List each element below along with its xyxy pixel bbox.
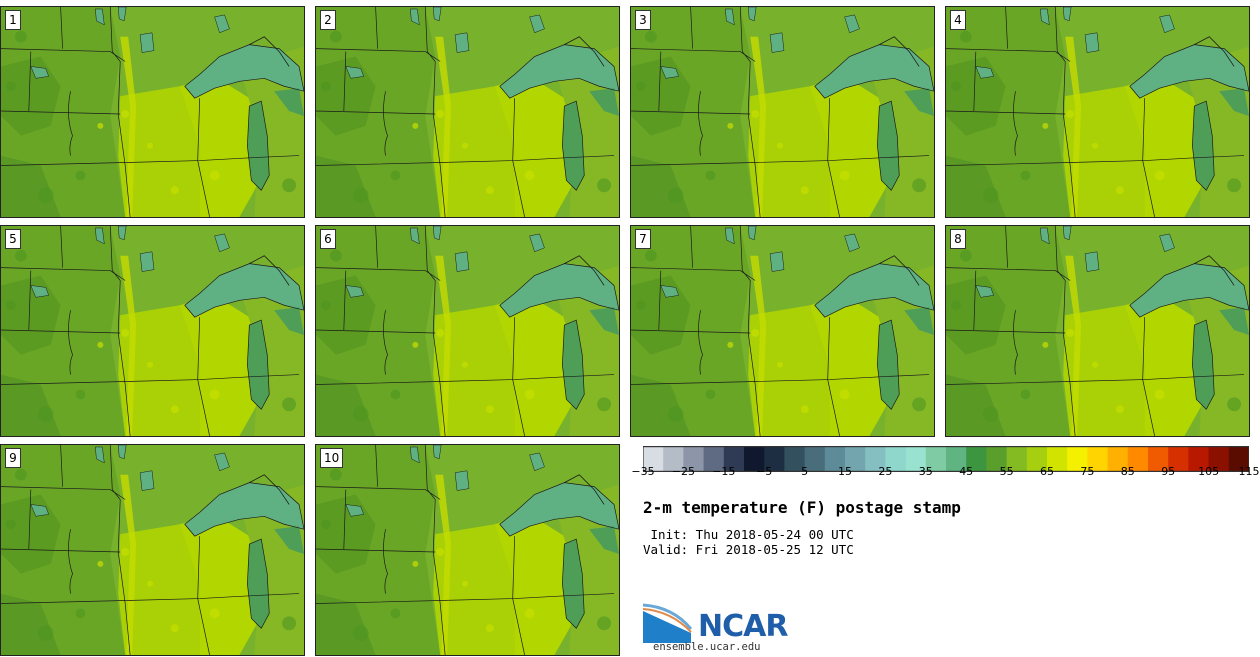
panel-label: 3 bbox=[635, 10, 651, 30]
colorbar-swatch bbox=[643, 446, 664, 472]
colorbar-swatch bbox=[885, 446, 906, 472]
colorbar-tick: 5 bbox=[801, 465, 809, 478]
colorbar-swatch bbox=[804, 446, 826, 472]
map-panel: 10 bbox=[315, 444, 620, 656]
colorbar-tick: 95 bbox=[1161, 465, 1176, 478]
colorbar-swatch bbox=[744, 446, 765, 472]
map-image bbox=[316, 7, 619, 217]
chart-title: 2-m temperature (F) postage stamp bbox=[643, 498, 961, 517]
colorbar-swatch bbox=[784, 446, 805, 472]
colorbar-tick: 105 bbox=[1198, 465, 1220, 478]
colorbar-swatch bbox=[703, 446, 725, 472]
map-panel: 2 bbox=[315, 6, 620, 218]
map-image bbox=[1, 226, 304, 436]
colorbar-swatch bbox=[986, 446, 1007, 472]
colorbar-swatch bbox=[1026, 446, 1048, 472]
panel-label: 10 bbox=[320, 448, 344, 468]
panel-label: 8 bbox=[950, 229, 966, 249]
map-image bbox=[631, 7, 934, 217]
colorbar-swatch bbox=[663, 446, 684, 472]
colorbar-swatch bbox=[845, 446, 866, 472]
colorbar-tick-labels: −35 −25 −15 −5 5 15 25 35 45 55 65 75 85 95 105 115 bbox=[631, 465, 1259, 481]
colorbar-swatch bbox=[1228, 446, 1249, 472]
map-panel: 7 bbox=[630, 225, 935, 437]
map-image bbox=[631, 226, 934, 436]
map-panel: 4 bbox=[945, 6, 1250, 218]
temperature-colorbar bbox=[643, 446, 1249, 472]
colorbar-frame bbox=[643, 446, 1249, 472]
map-image bbox=[1, 7, 304, 217]
colorbar-tick: 45 bbox=[959, 465, 974, 478]
map-panel: 9 bbox=[0, 444, 305, 656]
logo-wordmark: NCAR bbox=[698, 609, 788, 644]
colorbar-tick: 85 bbox=[1120, 465, 1135, 478]
colorbar-swatch bbox=[683, 446, 704, 472]
panel-label: 7 bbox=[635, 229, 651, 249]
colorbar-swatch bbox=[1168, 446, 1189, 472]
map-panel: 3 bbox=[630, 6, 935, 218]
panel-label: 6 bbox=[320, 229, 336, 249]
colorbar-tick: −5 bbox=[756, 465, 773, 478]
colorbar-swatch bbox=[865, 446, 886, 472]
colorbar-tick: 115 bbox=[1238, 465, 1260, 478]
map-image bbox=[316, 445, 619, 655]
colorbar-swatch bbox=[1148, 446, 1169, 472]
colorbar-tick: 75 bbox=[1080, 465, 1095, 478]
map-panel: 8 bbox=[945, 225, 1250, 437]
colorbar-tick: 15 bbox=[838, 465, 852, 478]
colorbar-swatch bbox=[946, 446, 967, 472]
panel-label: 5 bbox=[5, 229, 21, 249]
panel-label: 1 bbox=[5, 10, 21, 30]
map-image bbox=[1, 445, 304, 655]
colorbar-tick: 65 bbox=[1040, 465, 1054, 478]
map-image bbox=[946, 7, 1249, 217]
panel-label: 9 bbox=[5, 448, 21, 468]
map-image bbox=[946, 226, 1249, 436]
colorbar-swatch bbox=[925, 446, 947, 472]
valid-time: Valid: Fri 2018-05-25 12 UTC bbox=[643, 542, 854, 557]
panel-label: 4 bbox=[950, 10, 966, 30]
map-image bbox=[316, 226, 619, 436]
colorbar-swatch bbox=[1127, 446, 1149, 472]
colorbar-swatch bbox=[1047, 446, 1068, 472]
colorbar-tick: −35 bbox=[631, 465, 655, 478]
colorbar-tick: 35 bbox=[918, 465, 933, 478]
colorbar-swatch bbox=[1208, 446, 1230, 472]
colorbar-swatch bbox=[824, 446, 846, 472]
ncar-logo-icon bbox=[643, 603, 693, 643]
colorbar-swatch bbox=[1087, 446, 1108, 472]
colorbar-swatch bbox=[1067, 446, 1088, 472]
colorbar-tick: 55 bbox=[999, 465, 1014, 478]
colorbar-tick: −25 bbox=[671, 465, 695, 478]
map-panel: 6 bbox=[315, 225, 620, 437]
colorbar-swatch bbox=[764, 446, 785, 472]
colorbar-tick: −15 bbox=[712, 465, 736, 478]
colorbar-swatch bbox=[1006, 446, 1028, 472]
colorbar-swatch bbox=[966, 446, 987, 472]
site-url: ensemble.ucar.edu bbox=[653, 641, 761, 653]
colorbar-tick: 25 bbox=[878, 465, 893, 478]
map-panel: 5 bbox=[0, 225, 305, 437]
init-time: Init: Thu 2018-05-24 00 UTC bbox=[643, 527, 854, 542]
panel-label: 2 bbox=[320, 10, 336, 30]
map-panel: 1 bbox=[0, 6, 305, 218]
colorbar-swatch bbox=[905, 446, 927, 472]
colorbar-swatch bbox=[1188, 446, 1209, 472]
colorbar-swatch bbox=[1107, 446, 1129, 472]
colorbar-swatch bbox=[723, 446, 745, 472]
